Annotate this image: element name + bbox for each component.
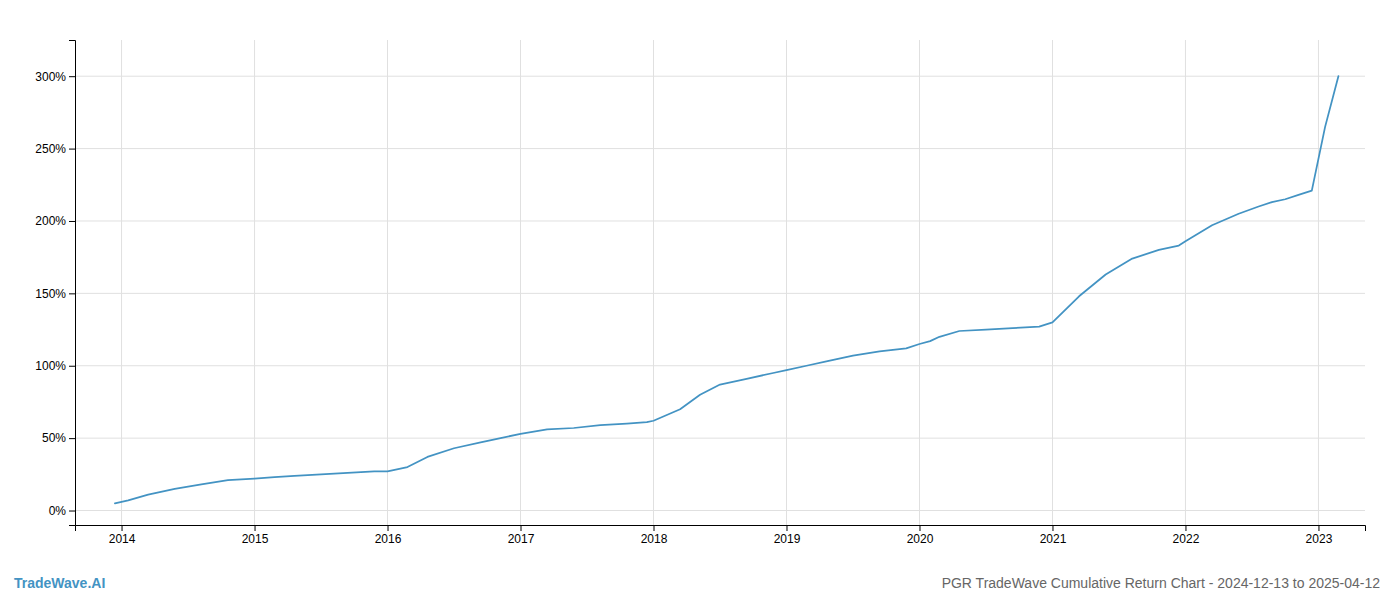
tick-mark <box>69 366 75 367</box>
tick-mark <box>1318 525 1319 531</box>
tick-mark <box>69 438 75 439</box>
tick-label: 2021 <box>1040 532 1067 546</box>
tick: 2016 <box>375 525 402 546</box>
grid-line <box>75 76 1365 77</box>
plot: 2014 2015 2016 2017 2018 2019 2020 2021 2022 2023… <box>35 40 1365 546</box>
grid-line <box>520 40 521 525</box>
tick: 50% <box>42 431 75 445</box>
line <box>115 76 1339 503</box>
tick: 2018 <box>641 525 668 546</box>
tick-mark <box>786 525 787 531</box>
tick-label: 2014 <box>109 532 136 546</box>
tick: 250% <box>35 142 75 156</box>
grid-line <box>75 438 1365 439</box>
grid-line <box>75 365 1365 366</box>
grid-line <box>919 40 920 525</box>
tick-mark <box>919 525 920 531</box>
tick-label: 2020 <box>907 532 934 546</box>
tick-mark <box>122 525 123 531</box>
grid-line <box>786 40 787 525</box>
tick-label: 50% <box>42 431 66 445</box>
tick-mark <box>388 525 389 531</box>
tick-mark <box>69 149 75 150</box>
tick: 150% <box>35 287 75 301</box>
tick: 2014 <box>109 525 136 546</box>
grid-line <box>75 148 1365 149</box>
y-axis: 0% 50% 100% 150% 200% 250% 300% <box>35 41 75 526</box>
tick-mark <box>654 525 655 531</box>
marks <box>115 76 1339 503</box>
tick: 2019 <box>774 525 801 546</box>
grid-line <box>1052 40 1053 525</box>
x-axis: 2014 2015 2016 2017 2018 2019 2020 2021 2022 2023 <box>76 525 1366 546</box>
grid-line <box>1318 40 1319 525</box>
grid-line <box>1185 40 1186 525</box>
tick: 2015 <box>242 525 269 546</box>
grid-line <box>121 40 122 525</box>
tick: 200% <box>35 214 75 228</box>
tick-label: 0% <box>49 504 67 518</box>
tick: 2022 <box>1173 525 1200 546</box>
tick: 2020 <box>907 525 934 546</box>
tick-mark <box>1185 525 1186 531</box>
tick: 100% <box>35 359 75 373</box>
tick-label: 200% <box>35 214 66 228</box>
tick: 2021 <box>1040 525 1067 546</box>
grid-line <box>254 40 255 525</box>
grid-line <box>75 293 1365 294</box>
tick-label: 250% <box>35 142 66 156</box>
tick-mark <box>521 525 522 531</box>
tick-label: 2017 <box>508 532 535 546</box>
grid <box>75 40 1365 525</box>
axis-line <box>76 526 1366 532</box>
tick-label: 2018 <box>641 532 668 546</box>
axis-line <box>69 41 76 526</box>
grid-line <box>75 220 1365 221</box>
tick-mark <box>255 525 256 531</box>
title: PGR TradeWave Cumulative Return Chart - … <box>942 575 1381 591</box>
tick-mark <box>1052 525 1053 531</box>
tick-mark <box>69 511 75 512</box>
tick-label: 2022 <box>1173 532 1200 546</box>
watermark: TradeWave.AI <box>14 575 105 591</box>
grid-line <box>75 510 1365 511</box>
tick: 300% <box>35 70 75 84</box>
tick: 2023 <box>1306 525 1333 546</box>
tick-mark <box>69 76 75 77</box>
grid-line <box>387 40 388 525</box>
tick-label: 2015 <box>242 532 269 546</box>
tick-mark <box>69 293 75 294</box>
grid-line <box>653 40 654 525</box>
tick-label: 100% <box>35 359 66 373</box>
tick-mark <box>69 221 75 222</box>
tick-label: 150% <box>35 287 66 301</box>
tick-label: 2019 <box>774 532 801 546</box>
tick-label: 2023 <box>1306 532 1333 546</box>
chart: 2014 2015 2016 2017 2018 2019 2020 2021 2022 2023… <box>0 0 1400 600</box>
tick-label: 2016 <box>375 532 402 546</box>
tick: 0% <box>49 504 75 518</box>
tick-label: 300% <box>35 70 66 84</box>
tick: 2017 <box>508 525 535 546</box>
